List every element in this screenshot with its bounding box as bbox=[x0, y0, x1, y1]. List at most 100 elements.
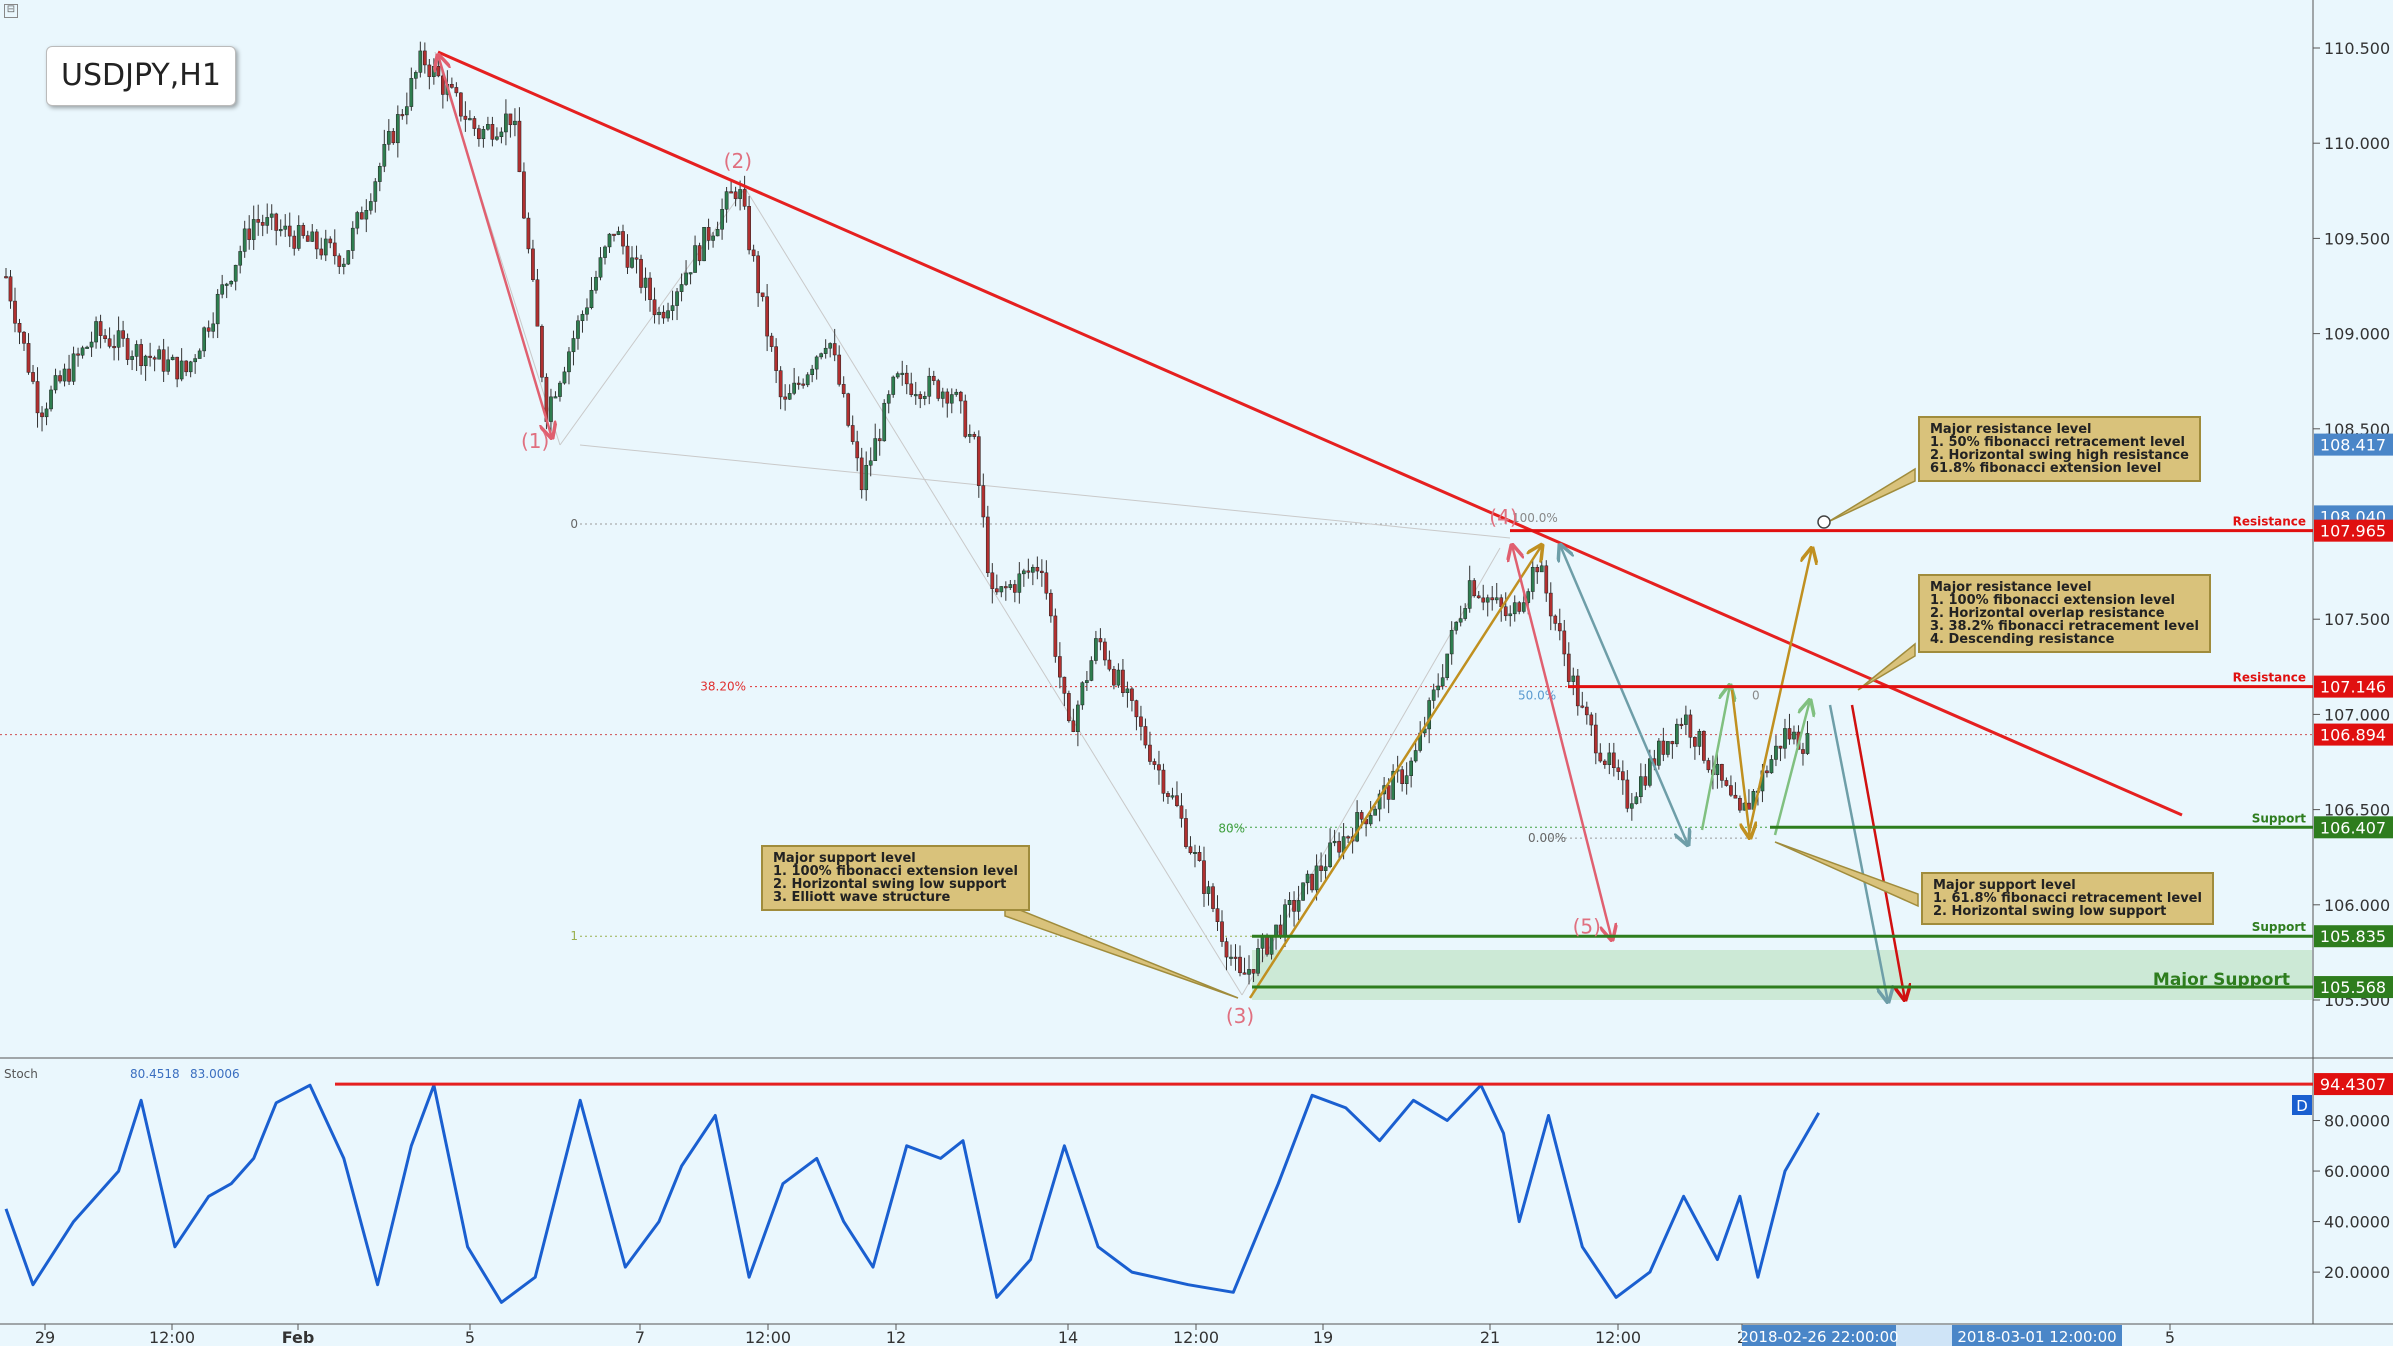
fib-label: 0.00% bbox=[1528, 831, 1566, 845]
candle-body bbox=[130, 356, 134, 360]
candle-body bbox=[184, 360, 188, 373]
candle-body bbox=[314, 231, 319, 250]
candle-body bbox=[1503, 606, 1508, 617]
candle-body bbox=[31, 372, 35, 382]
candle-body bbox=[940, 391, 945, 399]
time-tick-label: 12:00 bbox=[745, 1328, 791, 1346]
annotation-pointer bbox=[1774, 841, 1919, 908]
candle-body bbox=[1476, 595, 1481, 599]
stochastic-panel: Stoch 80.4518 83.0006 94.4307 80.0000 60.0000… bbox=[4, 1067, 2393, 1304]
candle-body bbox=[778, 370, 783, 398]
time-tick-label: 12:00 bbox=[1595, 1328, 1641, 1346]
candle-body bbox=[688, 272, 693, 275]
collapse-icon[interactable]: ⊟ bbox=[4, 4, 18, 18]
annotation-line: 3. Elliott wave structure bbox=[773, 890, 951, 905]
candle-body bbox=[391, 131, 396, 144]
candle-body bbox=[139, 344, 143, 367]
annotation-resistance-lower: Major resistance level 1. 100% fibonacci … bbox=[1918, 574, 2211, 653]
candle-body bbox=[643, 277, 648, 288]
candle-body bbox=[1449, 629, 1454, 655]
candle-body bbox=[639, 259, 643, 288]
fib-label: 100.0% bbox=[1512, 511, 1558, 525]
candle-body bbox=[999, 586, 1004, 593]
candle-body bbox=[355, 212, 360, 229]
candle-body bbox=[1003, 586, 1008, 589]
candle-body bbox=[1769, 759, 1774, 774]
candle-body bbox=[882, 402, 887, 442]
projection-arrow bbox=[1773, 700, 1810, 836]
annotation-line: 2. Horizontal swing low support bbox=[1933, 904, 2167, 919]
candle-body bbox=[373, 181, 378, 202]
candle-body bbox=[1440, 677, 1445, 687]
candle-body bbox=[1044, 572, 1049, 594]
annotation-line: Major support level bbox=[773, 851, 916, 866]
candle-body bbox=[1085, 680, 1089, 683]
candle-body bbox=[1467, 580, 1472, 609]
level-label: Resistance bbox=[2233, 671, 2306, 685]
candle-body bbox=[1202, 860, 1206, 894]
candle-body bbox=[1080, 682, 1085, 706]
candle-body bbox=[697, 245, 702, 262]
candle-body bbox=[98, 321, 103, 336]
candle-body bbox=[368, 201, 373, 211]
candle-body bbox=[805, 374, 810, 386]
candle-body bbox=[1517, 602, 1522, 612]
candle-body bbox=[1472, 580, 1477, 597]
candle-body bbox=[1607, 752, 1612, 765]
candle-body bbox=[44, 408, 49, 418]
candle-body bbox=[702, 227, 706, 262]
candle-body bbox=[1112, 668, 1116, 686]
candle-body bbox=[310, 231, 315, 242]
candle-body bbox=[166, 359, 170, 372]
stoch-tick-label: 20.0000 bbox=[2324, 1263, 2390, 1282]
candle-body bbox=[1170, 795, 1175, 798]
candle-body bbox=[481, 129, 486, 140]
level-label: Support bbox=[2252, 920, 2307, 934]
candle-body bbox=[1765, 770, 1769, 774]
candle-body bbox=[1148, 744, 1152, 762]
candle-body bbox=[323, 238, 328, 256]
candle-body bbox=[49, 389, 53, 410]
candle-body bbox=[567, 351, 571, 373]
candle-body bbox=[1593, 724, 1598, 754]
candle-body bbox=[220, 284, 225, 295]
candle-body bbox=[1305, 873, 1310, 884]
candle-body bbox=[305, 235, 310, 242]
candle-body bbox=[1256, 948, 1260, 974]
candle-body bbox=[1089, 660, 1094, 681]
candle-body bbox=[1566, 653, 1571, 682]
candle-body bbox=[206, 327, 211, 332]
candle-body bbox=[729, 191, 733, 194]
candle-body bbox=[994, 588, 999, 593]
candle-body bbox=[71, 353, 76, 382]
projection-arrow bbox=[1560, 545, 1688, 845]
candle-body bbox=[328, 238, 333, 244]
candle-body bbox=[278, 229, 283, 232]
candle-body bbox=[341, 263, 346, 267]
candle-body bbox=[260, 222, 265, 226]
candle-body bbox=[1021, 570, 1026, 575]
candle-body bbox=[913, 394, 918, 397]
candle-body bbox=[404, 106, 409, 116]
candle-body bbox=[801, 383, 806, 386]
candle-body bbox=[413, 72, 418, 79]
candle-body bbox=[850, 425, 855, 442]
price-tag bbox=[2314, 816, 2393, 839]
candle-body bbox=[810, 368, 815, 375]
candle-body bbox=[814, 356, 819, 370]
candle-body bbox=[1485, 597, 1490, 603]
candle-body bbox=[89, 341, 94, 348]
candle-body bbox=[936, 380, 941, 399]
candle-body bbox=[553, 396, 558, 399]
candle-body bbox=[1409, 760, 1414, 776]
candle-body bbox=[58, 375, 62, 382]
candle-body bbox=[634, 257, 639, 260]
candle-body bbox=[395, 114, 400, 144]
candle-body bbox=[1575, 675, 1580, 707]
candle-body bbox=[1616, 767, 1621, 772]
candle-body bbox=[26, 343, 31, 373]
candle-body bbox=[1319, 865, 1323, 871]
candle-body bbox=[1103, 641, 1107, 661]
projection-arrow bbox=[438, 55, 552, 438]
candle-body bbox=[1463, 608, 1468, 619]
